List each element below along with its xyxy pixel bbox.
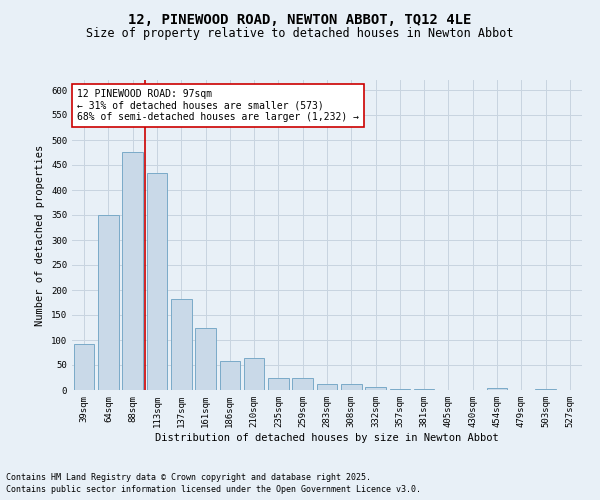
Text: Size of property relative to detached houses in Newton Abbot: Size of property relative to detached ho… bbox=[86, 28, 514, 40]
Text: 12 PINEWOOD ROAD: 97sqm
← 31% of detached houses are smaller (573)
68% of semi-d: 12 PINEWOOD ROAD: 97sqm ← 31% of detache… bbox=[77, 90, 359, 122]
Bar bbox=[268, 378, 289, 390]
Bar bbox=[171, 299, 191, 390]
Bar bbox=[389, 388, 410, 390]
Text: 12, PINEWOOD ROAD, NEWTON ABBOT, TQ12 4LE: 12, PINEWOOD ROAD, NEWTON ABBOT, TQ12 4L… bbox=[128, 12, 472, 26]
Bar bbox=[146, 172, 167, 390]
Bar bbox=[365, 386, 386, 390]
Bar bbox=[98, 215, 119, 390]
Bar bbox=[487, 388, 508, 390]
Bar bbox=[292, 378, 313, 390]
Bar bbox=[244, 358, 265, 390]
X-axis label: Distribution of detached houses by size in Newton Abbot: Distribution of detached houses by size … bbox=[155, 432, 499, 442]
Bar bbox=[341, 384, 362, 390]
Bar bbox=[74, 344, 94, 390]
Y-axis label: Number of detached properties: Number of detached properties bbox=[35, 144, 46, 326]
Bar bbox=[122, 152, 143, 390]
Bar bbox=[195, 328, 216, 390]
Bar bbox=[317, 384, 337, 390]
Text: Contains HM Land Registry data © Crown copyright and database right 2025.: Contains HM Land Registry data © Crown c… bbox=[6, 474, 371, 482]
Bar bbox=[220, 361, 240, 390]
Bar bbox=[535, 388, 556, 390]
Text: Contains public sector information licensed under the Open Government Licence v3: Contains public sector information licen… bbox=[6, 485, 421, 494]
Bar bbox=[414, 389, 434, 390]
